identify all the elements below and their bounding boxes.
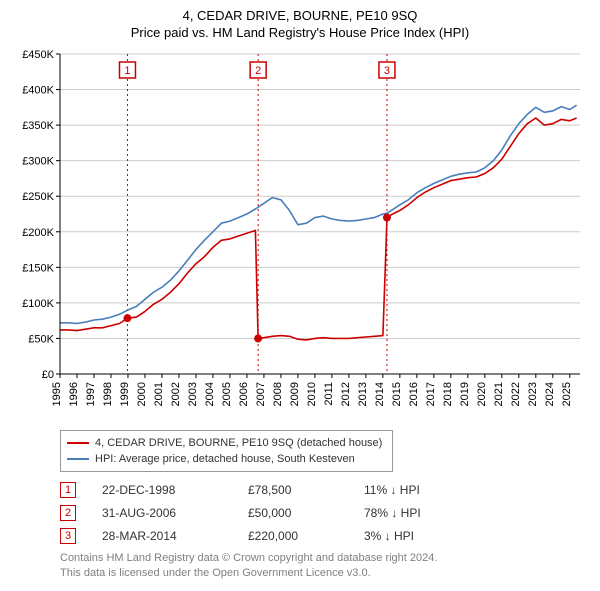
marker-date: 22-DEC-1998 <box>102 483 222 497</box>
svg-text:2005: 2005 <box>221 382 233 406</box>
svg-text:2015: 2015 <box>391 382 403 406</box>
svg-text:£350K: £350K <box>22 120 54 132</box>
marker-row: 2 31-AUG-2006 £50,000 78% ↓ HPI <box>60 505 590 521</box>
svg-text:2022: 2022 <box>510 382 522 406</box>
legend-swatch <box>67 442 89 444</box>
svg-text:2009: 2009 <box>289 382 301 406</box>
svg-text:1: 1 <box>124 65 130 77</box>
svg-text:2006: 2006 <box>238 382 250 406</box>
footnote-line: This data is licensed under the Open Gov… <box>60 566 590 581</box>
svg-text:2012: 2012 <box>340 382 352 406</box>
svg-text:2019: 2019 <box>459 382 471 406</box>
legend-row: 4, CEDAR DRIVE, BOURNE, PE10 9SQ (detach… <box>67 435 382 451</box>
chart-subtitle: Price paid vs. HM Land Registry's House … <box>10 25 590 40</box>
marker-number-box: 3 <box>60 528 76 544</box>
marker-row: 3 28-MAR-2014 £220,000 3% ↓ HPI <box>60 528 590 544</box>
legend-swatch <box>67 458 89 460</box>
svg-text:2: 2 <box>255 65 261 77</box>
marker-date: 28-MAR-2014 <box>102 529 222 543</box>
marker-price: £78,500 <box>248 483 338 497</box>
svg-text:2001: 2001 <box>153 382 165 406</box>
svg-text:2021: 2021 <box>493 382 505 406</box>
svg-text:3: 3 <box>384 65 390 77</box>
svg-text:£0: £0 <box>42 369 54 381</box>
chart-title: 4, CEDAR DRIVE, BOURNE, PE10 9SQ <box>10 8 590 23</box>
svg-text:2025: 2025 <box>561 382 573 406</box>
svg-text:2018: 2018 <box>442 382 454 406</box>
svg-text:2017: 2017 <box>425 382 437 406</box>
chart-plot-area: £0 £50K £100K £150K £200K £250K £300K £350K £400… <box>10 48 590 418</box>
svg-text:£150K: £150K <box>22 262 54 274</box>
marker-pct: 3% ↓ HPI <box>364 529 454 543</box>
svg-text:2008: 2008 <box>272 382 284 406</box>
svg-text:1995: 1995 <box>51 382 63 406</box>
footnote: Contains HM Land Registry data © Crown c… <box>60 551 590 581</box>
marker-row: 1 22-DEC-1998 £78,500 11% ↓ HPI <box>60 482 590 498</box>
marker-price: £50,000 <box>248 506 338 520</box>
sale-marker-table: 1 22-DEC-1998 £78,500 11% ↓ HPI 2 31-AUG-2006… <box>60 482 590 544</box>
svg-text:2016: 2016 <box>408 382 420 406</box>
marker-date: 31-AUG-2006 <box>102 506 222 520</box>
legend-row: HPI: Average price, detached house, Sout… <box>67 451 382 467</box>
svg-text:£450K: £450K <box>22 49 54 61</box>
svg-text:1998: 1998 <box>102 382 114 406</box>
legend-label: HPI: Average price, detached house, Sout… <box>95 451 355 467</box>
marker-price: £220,000 <box>248 529 338 543</box>
legend-label: 4, CEDAR DRIVE, BOURNE, PE10 9SQ (detach… <box>95 435 382 451</box>
svg-text:2020: 2020 <box>476 382 488 406</box>
svg-text:1999: 1999 <box>119 382 131 406</box>
svg-text:2003: 2003 <box>187 382 199 406</box>
svg-text:£50K: £50K <box>28 333 54 345</box>
footnote-line: Contains HM Land Registry data © Crown c… <box>60 551 590 566</box>
chart-svg: £0 £50K £100K £150K £200K £250K £300K £350K £400… <box>10 48 590 418</box>
marker-pct: 78% ↓ HPI <box>364 506 454 520</box>
svg-text:2011: 2011 <box>323 382 335 406</box>
svg-text:2004: 2004 <box>204 382 216 406</box>
svg-text:£100K: £100K <box>22 298 54 310</box>
svg-text:2023: 2023 <box>527 382 539 406</box>
svg-text:2002: 2002 <box>170 382 182 406</box>
svg-text:2010: 2010 <box>306 382 318 406</box>
svg-text:1996: 1996 <box>68 382 80 406</box>
svg-text:1997: 1997 <box>85 382 97 406</box>
marker-number-box: 1 <box>60 482 76 498</box>
legend-box: 4, CEDAR DRIVE, BOURNE, PE10 9SQ (detach… <box>60 430 393 472</box>
svg-text:2014: 2014 <box>374 382 386 406</box>
chart-container: 4, CEDAR DRIVE, BOURNE, PE10 9SQ Price p… <box>0 0 600 591</box>
marker-number-box: 2 <box>60 505 76 521</box>
svg-text:2000: 2000 <box>136 382 148 406</box>
svg-text:£250K: £250K <box>22 191 54 203</box>
svg-text:£400K: £400K <box>22 85 54 97</box>
svg-text:2024: 2024 <box>544 382 556 406</box>
svg-text:2007: 2007 <box>255 382 267 406</box>
svg-text:£200K: £200K <box>22 227 54 239</box>
svg-text:2013: 2013 <box>357 382 369 406</box>
svg-text:£300K: £300K <box>22 156 54 168</box>
marker-pct: 11% ↓ HPI <box>364 483 454 497</box>
